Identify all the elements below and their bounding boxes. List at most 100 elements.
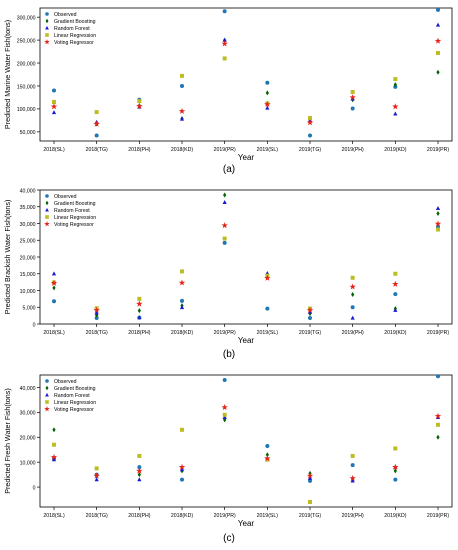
x-axis-label: Year bbox=[238, 153, 255, 162]
data-point bbox=[51, 457, 57, 462]
y-tick-label: 40,000 bbox=[20, 386, 36, 392]
data-point bbox=[307, 475, 313, 480]
data-point bbox=[223, 192, 227, 198]
data-point bbox=[308, 116, 312, 121]
data-point bbox=[265, 80, 270, 85]
data-point bbox=[221, 40, 228, 47]
data-point bbox=[308, 500, 312, 505]
data-point bbox=[350, 315, 355, 320]
y-tick-label: 35,000 bbox=[20, 205, 36, 211]
x-tick-label: 2018(PH) bbox=[128, 330, 150, 336]
data-point bbox=[94, 477, 99, 482]
legend-marker bbox=[45, 12, 49, 16]
legend-entry: Voting Regressor bbox=[54, 40, 94, 46]
data-point bbox=[222, 240, 227, 245]
x-tick-label: 2019(SL) bbox=[257, 330, 279, 336]
data-point bbox=[222, 37, 227, 42]
data-point bbox=[222, 236, 227, 241]
data-point bbox=[393, 77, 398, 82]
y-tick-label: 20,000 bbox=[20, 436, 36, 442]
y-axis-label: Predicted Brackish Water Fish(tons) bbox=[3, 200, 12, 315]
x-tick-label: 2019(PR) bbox=[214, 330, 236, 336]
y-tick-label: 5,000 bbox=[23, 306, 36, 312]
legend-marker bbox=[45, 194, 49, 198]
data-point bbox=[264, 455, 271, 462]
data-point bbox=[306, 472, 314, 479]
data-point bbox=[137, 99, 142, 104]
data-point bbox=[434, 220, 442, 227]
data-point bbox=[93, 120, 100, 127]
data-point bbox=[136, 300, 143, 307]
x-tick-label: 2019(SL) bbox=[257, 147, 279, 153]
data-point bbox=[265, 443, 270, 448]
legend-entry: Random Forest bbox=[54, 393, 90, 399]
data-point bbox=[264, 274, 271, 281]
data-point bbox=[137, 453, 142, 458]
x-tick-label: 2018(TG) bbox=[86, 330, 108, 336]
data-point bbox=[221, 404, 228, 411]
x-tick-label: 2018(SL) bbox=[43, 513, 65, 519]
data-point bbox=[350, 89, 355, 94]
data-point bbox=[393, 292, 398, 297]
data-point bbox=[50, 453, 58, 460]
legend-marker bbox=[45, 18, 49, 24]
data-point bbox=[436, 7, 440, 12]
legend-marker bbox=[45, 207, 49, 212]
legend-entry: Voting Regressor bbox=[54, 407, 94, 413]
legend-entry: Gradient Boosting bbox=[54, 19, 96, 25]
x-tick-label: 2019(TG) bbox=[299, 147, 321, 153]
x-tick-label: 2018(TG) bbox=[86, 513, 108, 519]
x-tick-label: 2018(KD) bbox=[171, 147, 193, 153]
data-point bbox=[222, 377, 227, 382]
legend-marker bbox=[44, 406, 50, 412]
data-point bbox=[435, 22, 441, 27]
legend-marker bbox=[45, 33, 49, 37]
data-point bbox=[178, 463, 186, 470]
data-point bbox=[222, 199, 227, 204]
data-point bbox=[349, 94, 356, 101]
y-tick-label: 250,000 bbox=[17, 38, 36, 44]
data-point bbox=[306, 119, 314, 126]
plot-frame bbox=[39, 189, 453, 325]
data-point bbox=[308, 133, 312, 138]
data-point bbox=[180, 427, 184, 432]
x-tick-label: 2019(PH) bbox=[342, 330, 364, 336]
chart-panel: 0 5,000 10,000 15,000 20,000 25,000 30,000 35,0… bbox=[3, 188, 453, 345]
chart-panel: 50,000 100,000 150,000 200,000 250,000 300,00… bbox=[3, 7, 453, 162]
data-point bbox=[180, 477, 184, 482]
x-tick-label: 2018(TG) bbox=[86, 147, 108, 153]
y-axis-label: Predicted Marine Water Fish(tons) bbox=[3, 20, 12, 129]
legend-marker bbox=[45, 200, 49, 206]
data-point bbox=[222, 414, 227, 419]
y-axis-label: Predicted Fresh Water Fish(tons) bbox=[3, 388, 12, 494]
legend-marker bbox=[44, 221, 50, 227]
x-tick-label: 2019(PR) bbox=[427, 513, 449, 519]
data-point bbox=[52, 88, 56, 93]
y-tick-label: 200,000 bbox=[17, 61, 36, 67]
data-point bbox=[349, 283, 356, 290]
data-point bbox=[50, 103, 58, 110]
data-point bbox=[434, 412, 442, 419]
plot-frame bbox=[39, 374, 453, 508]
x-tick-label: 2019(PR) bbox=[427, 330, 449, 336]
x-tick-label: 2019(PR) bbox=[427, 147, 449, 153]
legend-entry: Random Forest bbox=[54, 208, 90, 214]
x-tick-label: 2019(PH) bbox=[342, 513, 364, 519]
data-point bbox=[436, 69, 440, 75]
data-point bbox=[94, 133, 99, 138]
panel-caption: (b) bbox=[223, 349, 235, 360]
data-point bbox=[264, 100, 271, 108]
x-tick-label: 2018(PH) bbox=[128, 513, 150, 519]
data-point bbox=[436, 50, 440, 55]
data-point bbox=[350, 275, 355, 280]
legend-marker bbox=[45, 400, 49, 404]
data-point bbox=[137, 308, 141, 314]
x-tick-label: 2019(TG) bbox=[299, 513, 321, 519]
data-point bbox=[52, 427, 56, 433]
legend-entry: Linear Regression bbox=[54, 33, 96, 39]
x-tick-label: 2018(PH) bbox=[128, 147, 150, 153]
data-point bbox=[137, 477, 142, 482]
legend-marker bbox=[45, 379, 49, 383]
